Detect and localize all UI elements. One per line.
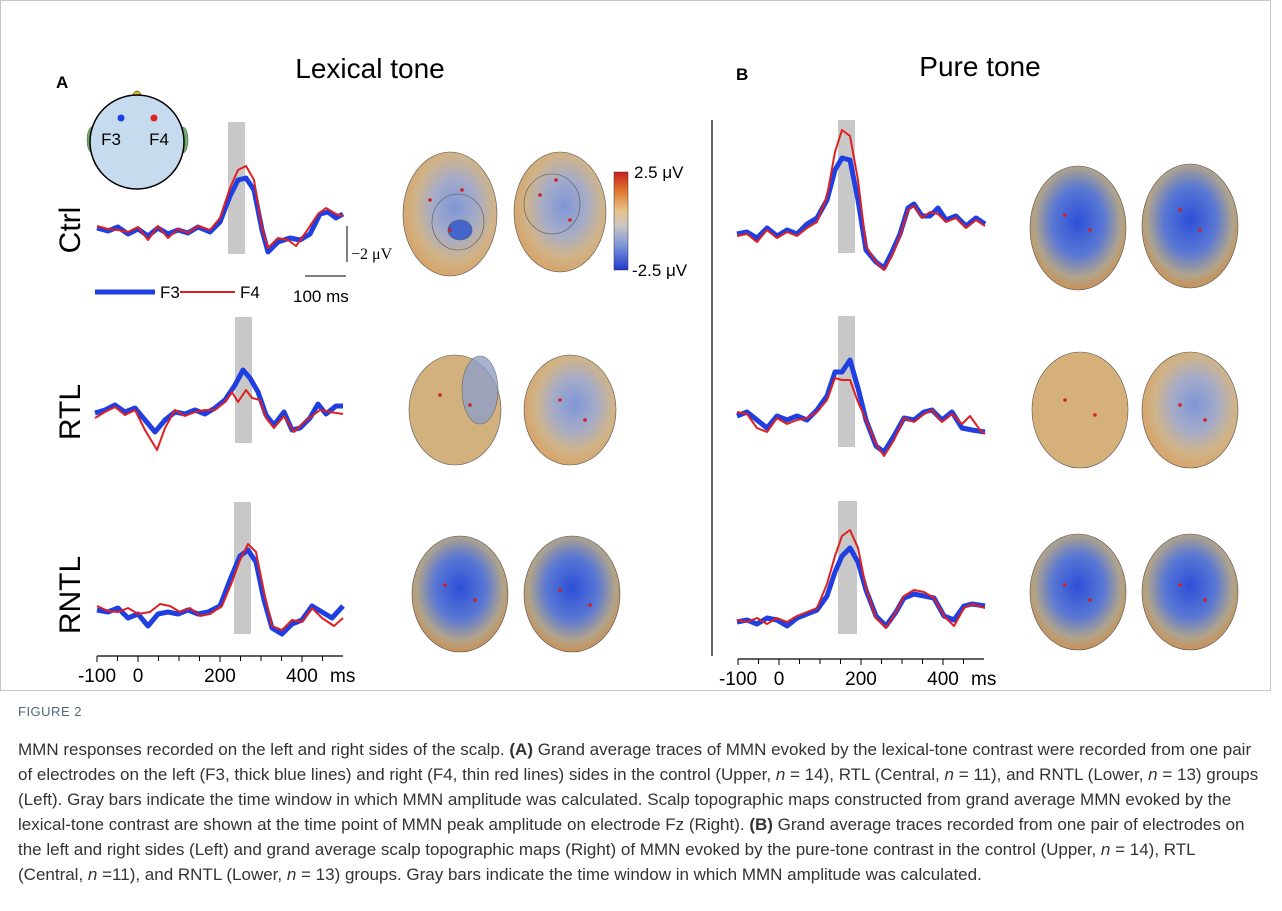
caption-n: n: [1148, 765, 1157, 784]
page: A Lexical tone B Pure tone F3 F4 Ctrl RT…: [0, 0, 1282, 911]
x-unit-label: ms: [971, 669, 996, 690]
caption-text: = 14), RTL (Central,: [785, 765, 944, 784]
colorbar-label: -2.5 μV: [632, 261, 688, 280]
caption-n: n: [945, 765, 954, 784]
figure-caption: MMN responses recorded on the left and r…: [18, 737, 1264, 887]
panel-title: Pure tone: [919, 51, 1040, 82]
caption-text: = 13) groups. Gray bars indicate the tim…: [296, 865, 982, 884]
electrode-label: F3: [101, 130, 121, 149]
row-label: Ctrl: [54, 207, 87, 254]
caption-text: =11), and RNTL (Lower,: [97, 865, 286, 884]
figure: A Lexical tone B Pure tone F3 F4 Ctrl RT…: [0, 0, 1282, 700]
x-tick-label: 200: [845, 669, 877, 690]
legend-label: F3: [160, 283, 180, 302]
x-tick-label: -100: [78, 666, 116, 687]
x-tick-label: -100: [719, 669, 757, 690]
caption-panel-ref: (A): [509, 740, 533, 759]
erp-traces: [737, 130, 985, 628]
x-tick-label: 0: [774, 669, 785, 690]
colorbar-label: 2.5 μV: [634, 163, 684, 182]
legend-label: F4: [240, 283, 260, 302]
electrode-label: F4: [149, 130, 169, 149]
erp-traces: [95, 166, 343, 634]
figure-label: FIGURE 2: [18, 704, 82, 719]
time-scale-label: 100 ms: [293, 287, 349, 306]
panel-label: A: [56, 73, 68, 92]
panel-title: Lexical tone: [295, 53, 444, 84]
caption-text: = 11), and RNTL (Lower,: [954, 765, 1148, 784]
caption-n: n: [287, 865, 296, 884]
amplitude-scale-label: −2 μV: [351, 246, 393, 263]
x-tick-label: 400: [927, 669, 959, 690]
row-label: RNTL: [54, 556, 87, 634]
colorbar: [614, 172, 628, 270]
caption-panel-ref: (B): [749, 815, 773, 834]
x-tick-label: 0: [133, 666, 144, 687]
x-unit-label: ms: [330, 666, 355, 687]
x-tick-label: 200: [204, 666, 236, 687]
caption-text: MMN responses recorded on the left and r…: [18, 740, 509, 759]
caption-n: n: [88, 865, 97, 884]
caption-n: n: [776, 765, 785, 784]
x-axes: -100 0 200 400 ms -100 0 200 400 ms: [78, 656, 996, 690]
caption-n: n: [1101, 840, 1110, 859]
electrode-diagram: F3 F4: [87, 91, 188, 189]
row-label: RTL: [54, 384, 87, 440]
panel-label: B: [736, 65, 748, 84]
x-tick-label: 400: [286, 666, 318, 687]
